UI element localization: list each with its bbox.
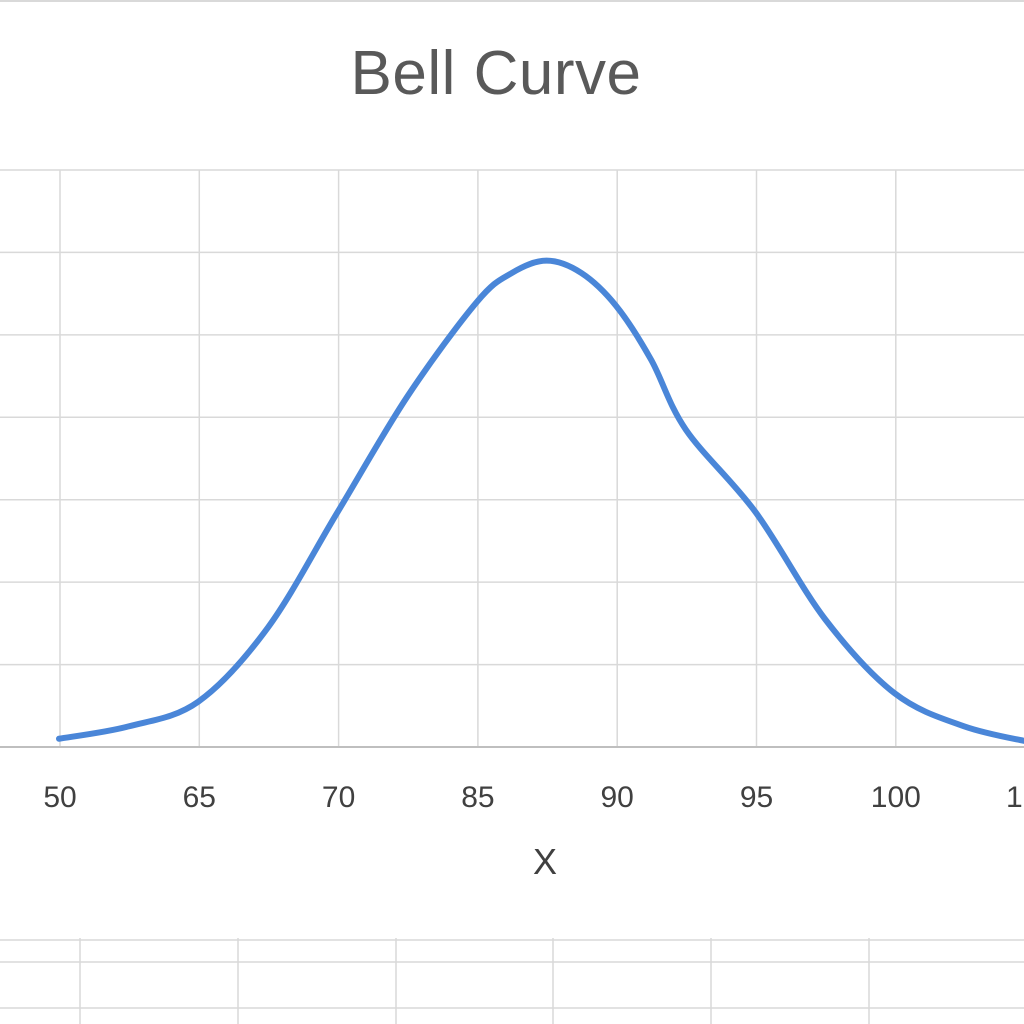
x-tick-label: 90 <box>601 781 634 814</box>
x-tick-label: 85 <box>461 781 494 814</box>
top-border <box>0 0 1024 2</box>
x-tick-label: 100 <box>871 781 921 814</box>
x-axis-title: X <box>533 841 557 882</box>
series-line <box>56 257 1024 744</box>
x-tick-label: 50 <box>43 781 76 814</box>
x-tick-label: 70 <box>322 781 355 814</box>
spreadsheet-grid <box>0 938 1024 1024</box>
x-tick-label: 1 <box>1006 781 1023 814</box>
x-tick-label: 95 <box>740 781 773 814</box>
chart-title: Bell Curve <box>350 39 642 108</box>
gridlines <box>0 169 1024 748</box>
x-tick-labels: 50 65 70 85 90 95 100 1 <box>43 781 1022 814</box>
x-tick-label: 65 <box>183 781 216 814</box>
